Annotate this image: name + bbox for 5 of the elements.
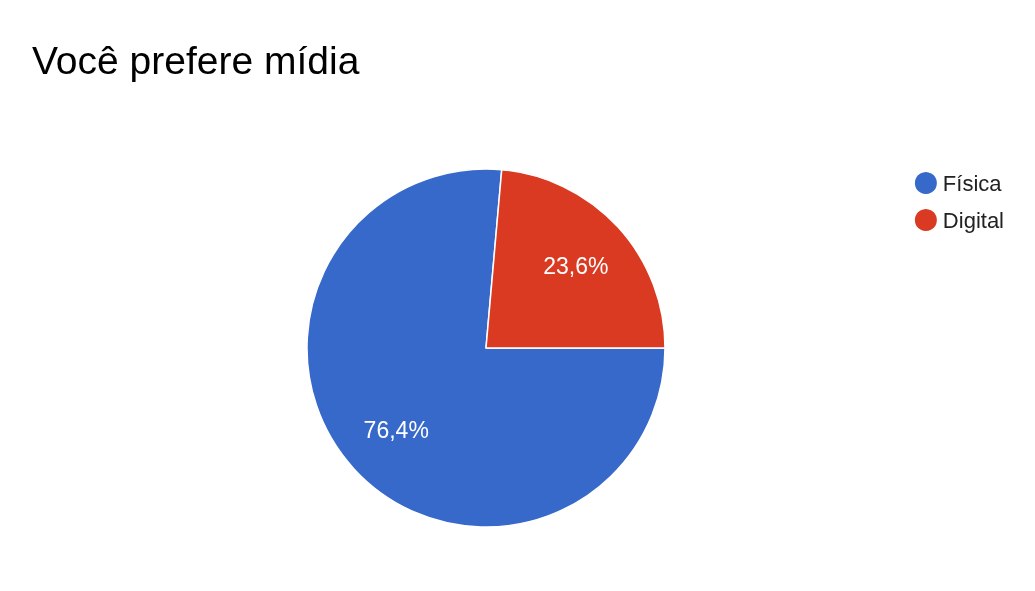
legend-label: Digital [942,207,1005,233]
data-label: 76,4% [363,417,429,444]
legend-label: Física [942,170,1003,196]
chart-title: Você prefere mídia [32,39,360,82]
data-label: 23,6% [543,252,609,279]
